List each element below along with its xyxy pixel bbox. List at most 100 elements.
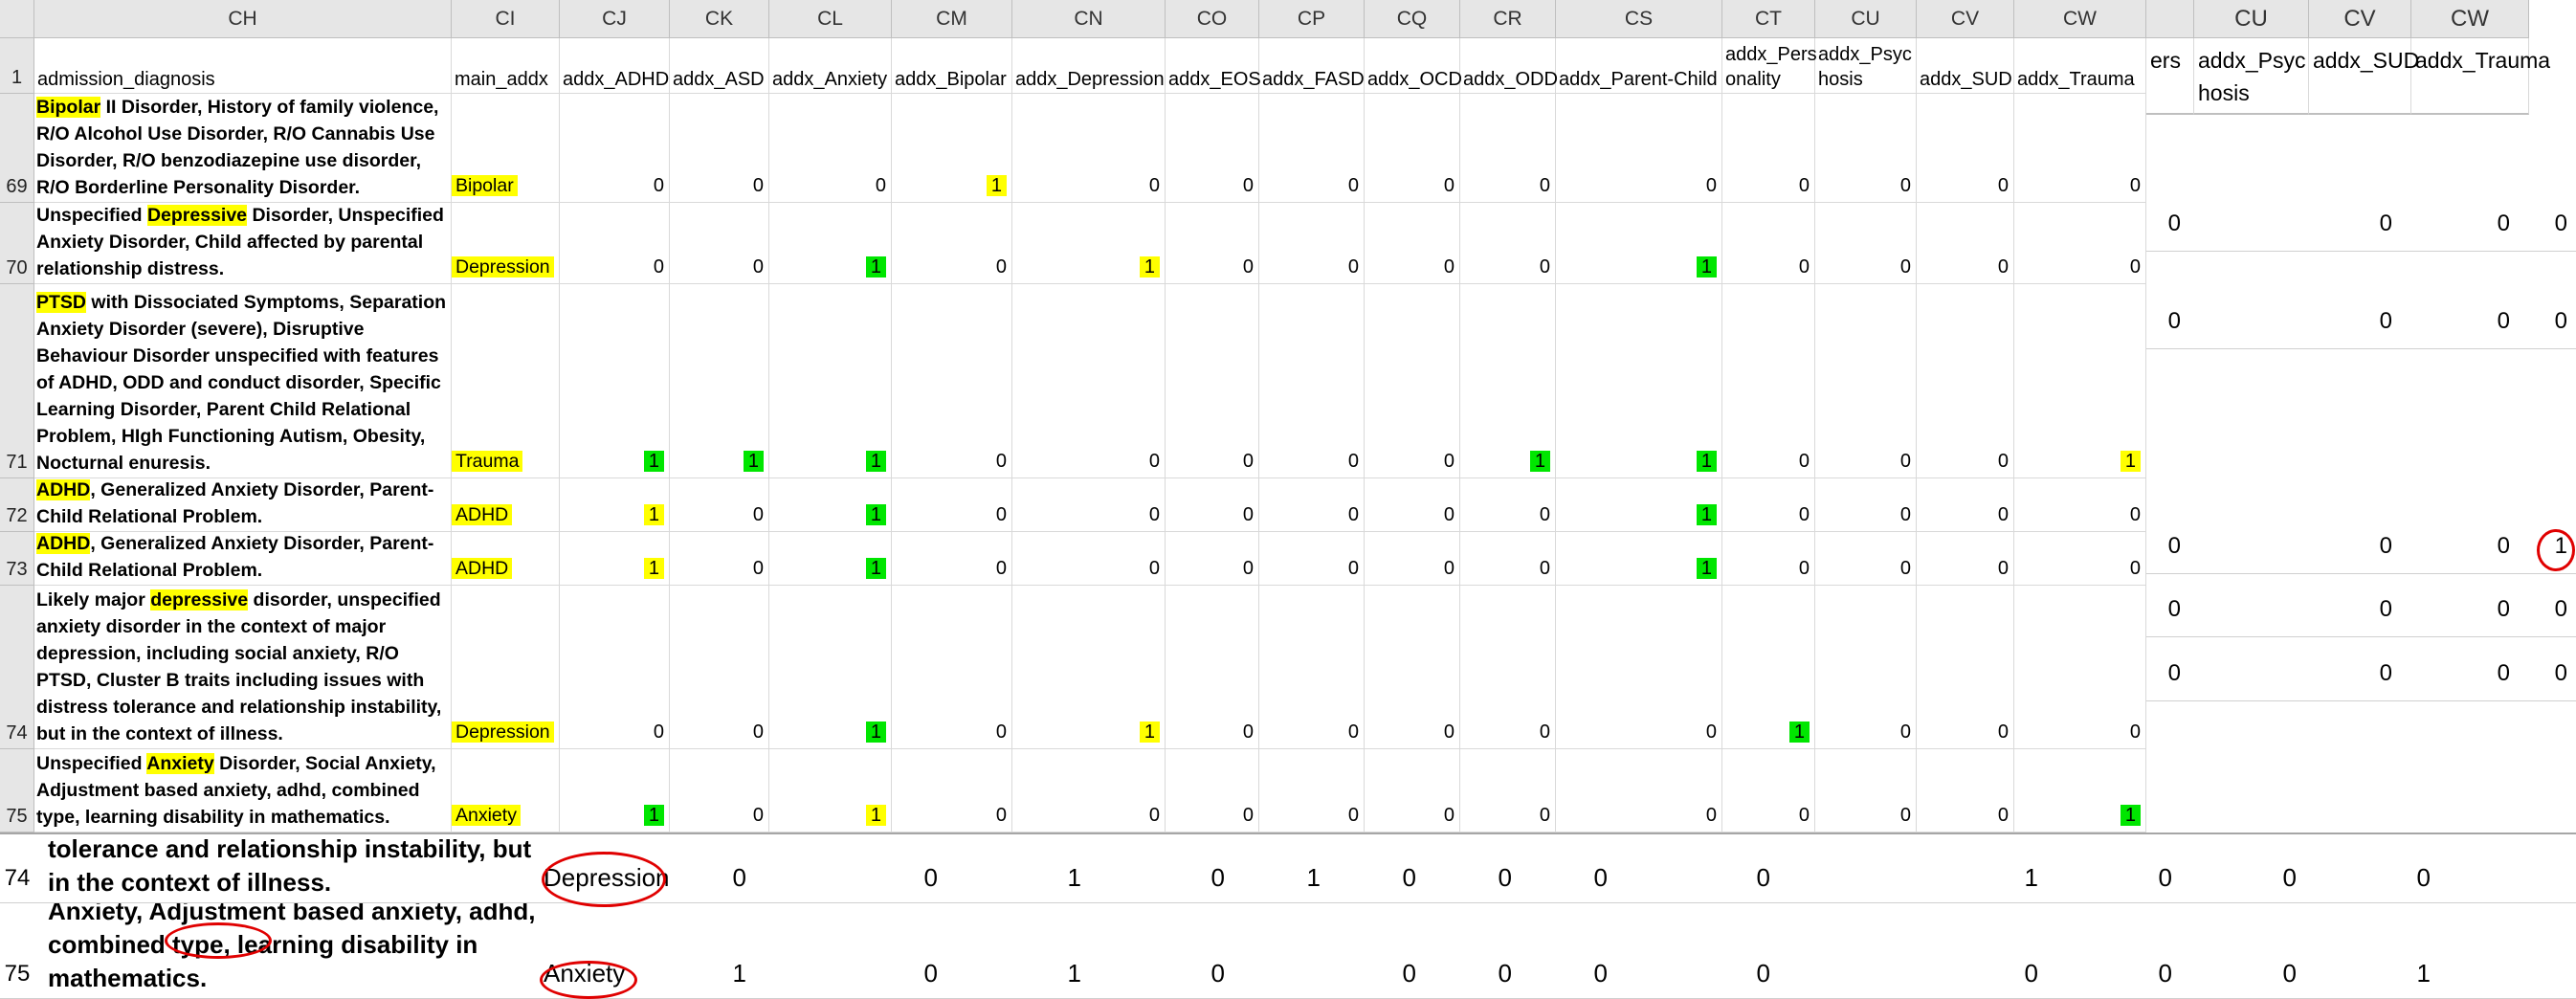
addx-value-cell[interactable]: 0	[892, 557, 1007, 580]
addx-value-cell[interactable]: 0	[1815, 450, 1911, 473]
row-header-73[interactable]: 73	[0, 532, 34, 586]
addx-value-cell[interactable]: 0	[1259, 804, 1359, 827]
column-header-cj[interactable]: CJ	[560, 0, 670, 38]
addx-value-cell[interactable]: 0	[2014, 255, 2141, 278]
addx-value-cell[interactable]: 0	[670, 174, 764, 197]
addx-value-cell[interactable]: 1	[1012, 721, 1160, 744]
addx-value-cell[interactable]: 1	[1556, 557, 1717, 580]
addx-value-cell[interactable]: 0	[892, 255, 1007, 278]
main-addx-cell[interactable]: Bipolar	[452, 174, 518, 197]
addx-value-cell[interactable]: 0	[1917, 557, 2009, 580]
addx-value-cell[interactable]: 0	[1460, 721, 1550, 744]
addx-value-cell[interactable]: 0	[1722, 174, 1810, 197]
addx-value-cell[interactable]: 0	[1815, 721, 1911, 744]
addx-value-cell[interactable]: 1	[560, 503, 664, 526]
main-addx-cell[interactable]: Depression	[452, 255, 554, 278]
addx-value-cell[interactable]: 0	[1815, 174, 1911, 197]
addx-value-cell[interactable]: 0	[1365, 174, 1455, 197]
row-header-70[interactable]: 70	[0, 203, 34, 284]
addx-value-cell[interactable]: 1	[1556, 450, 1717, 473]
addx-value-cell[interactable]: 0	[1815, 503, 1911, 526]
column-header-co[interactable]: CO	[1166, 0, 1259, 38]
addx-value-cell[interactable]: 0	[1556, 804, 1717, 827]
addx-value-cell[interactable]: 0	[1012, 503, 1160, 526]
main-addx-cell[interactable]: Trauma	[452, 450, 523, 473]
addx-value-cell[interactable]: 1	[769, 721, 886, 744]
addx-value-cell[interactable]: 1	[1556, 503, 1717, 526]
addx-value-cell[interactable]: 0	[1917, 255, 2009, 278]
addx-value-cell[interactable]: 0	[1460, 804, 1550, 827]
addx-value-cell[interactable]: 0	[1166, 721, 1254, 744]
addx-value-cell[interactable]: 0	[2014, 174, 2141, 197]
addx-value-cell[interactable]: 0	[1012, 174, 1160, 197]
addx-value-cell[interactable]: 1	[1556, 255, 1717, 278]
addx-value-cell[interactable]: 1	[1460, 450, 1550, 473]
main-addx-cell[interactable]: Anxiety	[452, 804, 521, 827]
column-header-cl[interactable]: CL	[769, 0, 892, 38]
addx-value-cell[interactable]: 0	[769, 174, 886, 197]
addx-value-cell[interactable]: 1	[769, 255, 886, 278]
main-addx-cell[interactable]: ADHD	[452, 557, 513, 580]
addx-value-cell[interactable]: 0	[1012, 450, 1160, 473]
addx-value-cell[interactable]: 0	[892, 721, 1007, 744]
field-header-cell[interactable]: addx_Pers onality	[1725, 44, 1817, 90]
addx-value-cell[interactable]: 0	[1012, 804, 1160, 827]
addx-value-cell[interactable]: 0	[1166, 503, 1254, 526]
column-header-ck[interactable]: CK	[670, 0, 769, 38]
column-header-ci[interactable]: CI	[452, 0, 560, 38]
addx-value-cell[interactable]: 0	[1365, 503, 1455, 526]
column-header-cq[interactable]: CQ	[1365, 0, 1460, 38]
column-header-cu[interactable]: CU	[1815, 0, 1917, 38]
column-header-cv[interactable]: CV	[1917, 0, 2014, 38]
diagnosis-cell[interactable]: Likely major depressive disorder, unspec…	[36, 586, 448, 749]
addx-value-cell[interactable]: 0	[2014, 503, 2141, 526]
addx-value-cell[interactable]: 0	[1722, 450, 1810, 473]
addx-value-cell[interactable]: 0	[1917, 450, 2009, 473]
addx-value-cell[interactable]: 1	[2014, 804, 2141, 827]
addx-value-cell[interactable]: 0	[1365, 557, 1455, 580]
addx-value-cell[interactable]: 0	[892, 503, 1007, 526]
column-header-cp[interactable]: CP	[1259, 0, 1365, 38]
addx-value-cell[interactable]: 1	[769, 450, 886, 473]
addx-value-cell[interactable]: 0	[670, 721, 764, 744]
field-header-cell[interactable]: addx_Trauma	[2017, 69, 2135, 90]
spreadsheet-grid[interactable]: CH CI CJ CK CL CM CN CO CP CQ CR CS CT CU CV CW 1 69 70 71 7…	[0, 0, 2146, 832]
column-header-cs[interactable]: CS	[1556, 0, 1722, 38]
addx-value-cell[interactable]: 1	[2014, 450, 2141, 473]
row-header-1[interactable]: 1	[0, 38, 34, 94]
addx-value-cell[interactable]: 1	[560, 450, 664, 473]
addx-value-cell[interactable]: 0	[1556, 721, 1717, 744]
field-header-cell[interactable]: addx_Anxiety	[772, 69, 888, 90]
addx-value-cell[interactable]: 0	[670, 804, 764, 827]
column-header-cr[interactable]: CR	[1460, 0, 1556, 38]
addx-value-cell[interactable]: 0	[560, 721, 664, 744]
addx-value-cell[interactable]: 0	[1259, 255, 1359, 278]
field-header-cell[interactable]: addx_ASD	[673, 69, 765, 90]
addx-value-cell[interactable]: 0	[1166, 450, 1254, 473]
addx-value-cell[interactable]: 1	[1012, 255, 1160, 278]
addx-value-cell[interactable]: 0	[1722, 503, 1810, 526]
addx-value-cell[interactable]: 0	[2014, 557, 2141, 580]
addx-value-cell[interactable]: 1	[769, 804, 886, 827]
addx-value-cell[interactable]: 0	[560, 174, 664, 197]
addx-value-cell[interactable]: 0	[670, 255, 764, 278]
column-header-ct[interactable]: CT	[1722, 0, 1815, 38]
addx-value-cell[interactable]: 1	[769, 503, 886, 526]
addx-value-cell[interactable]: 0	[1259, 721, 1359, 744]
addx-value-cell[interactable]: 0	[892, 804, 1007, 827]
row-header-72[interactable]: 72	[0, 478, 34, 532]
addx-value-cell[interactable]: 0	[670, 503, 764, 526]
addx-value-cell[interactable]: 0	[560, 255, 664, 278]
addx-value-cell[interactable]: 0	[1460, 255, 1550, 278]
addx-value-cell[interactable]: 0	[1166, 557, 1254, 580]
field-header-cell[interactable]: addx_Depression	[1015, 69, 1165, 90]
addx-value-cell[interactable]: 0	[1722, 255, 1810, 278]
diagnosis-cell[interactable]: Unspecified Anxiety Disorder, Social Anx…	[36, 749, 448, 832]
diagnosis-cell[interactable]: PTSD with Dissociated Symptoms, Separati…	[36, 284, 448, 478]
addx-value-cell[interactable]: 1	[1722, 721, 1810, 744]
field-header-cell[interactable]: addx_Parent-Child	[1559, 69, 1718, 90]
field-header-cell[interactable]: addx_Psyc hosis	[1818, 44, 1912, 90]
addx-value-cell[interactable]: 0	[1259, 503, 1359, 526]
addx-value-cell[interactable]: 0	[1259, 174, 1359, 197]
addx-value-cell[interactable]: 0	[1365, 255, 1455, 278]
